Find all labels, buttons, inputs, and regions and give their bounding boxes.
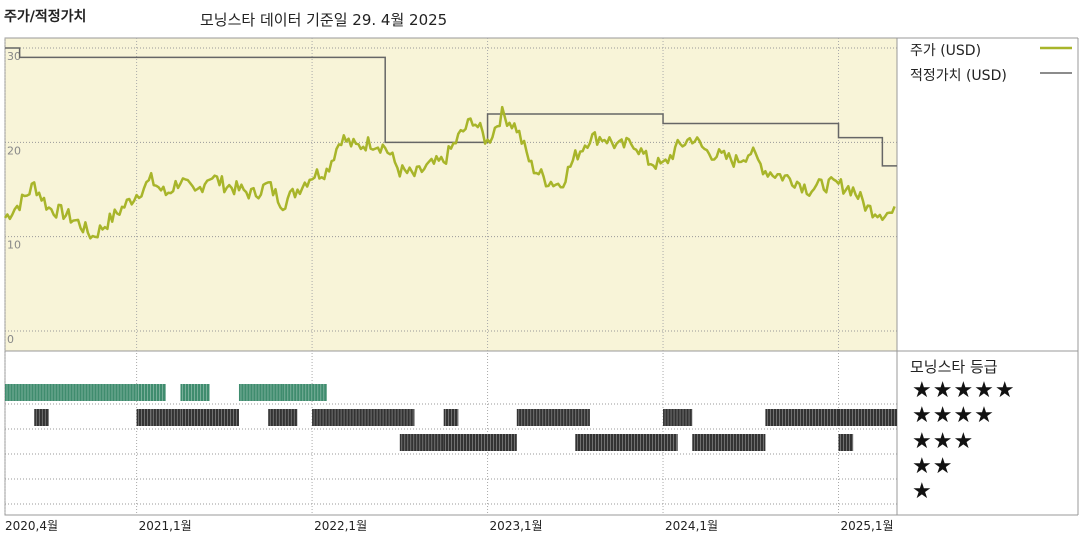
y-tick-label: 0: [7, 333, 14, 346]
chart-title: 주가/적정가치: [4, 9, 87, 25]
rating-period-bar: [516, 409, 590, 426]
two-star-label: ★★: [912, 454, 954, 479]
x-tick-label: 2025,1월: [841, 519, 894, 533]
y-tick-label: 30: [7, 50, 21, 63]
data-date-label: 모닝스타 데이터 기준일 29. 4월 2025: [200, 11, 448, 29]
rating-period-bar: [268, 409, 298, 426]
rating-period-bar: [692, 434, 766, 451]
rating-period-bar: [180, 384, 210, 401]
rating-period-bar: [443, 434, 517, 451]
rating-period-bar: [575, 434, 678, 451]
rating-period-bar: [282, 384, 327, 401]
one-star-label: ★: [912, 479, 933, 504]
rating-legend-title: 모닝스타 등급: [910, 358, 998, 376]
four-star-label: ★★★★: [912, 403, 995, 428]
x-tick-label: 2021,1월: [139, 519, 192, 533]
x-tick-label: 2022,1월: [314, 519, 367, 533]
rating-period-bar: [399, 434, 444, 451]
price-line: [3, 105, 896, 240]
x-tick-label: 2020,4월: [5, 519, 58, 533]
y-tick-label: 10: [7, 239, 21, 252]
x-tick-label: 2024,1월: [665, 519, 718, 533]
rating-plot-area: [4, 350, 898, 516]
five-star-label: ★★★★★: [912, 378, 1016, 403]
price-legend-label: 주가 (USD): [910, 43, 982, 59]
x-tick-label: 2023,1월: [490, 519, 543, 533]
fair-value-line: [5, 47, 897, 167]
price-plot-area: [4, 37, 898, 352]
rating-period-bar: [136, 384, 166, 401]
rating-period-bar: [238, 384, 283, 401]
y-tick-label: 20: [7, 144, 21, 157]
fair-value-legend-label: 적정가치 (USD): [910, 68, 1007, 84]
rating-period-bar: [663, 409, 693, 426]
rating-period-bar: [312, 409, 415, 426]
three-star-label: ★★★: [912, 429, 975, 454]
rating-period-bar: [5, 384, 152, 401]
